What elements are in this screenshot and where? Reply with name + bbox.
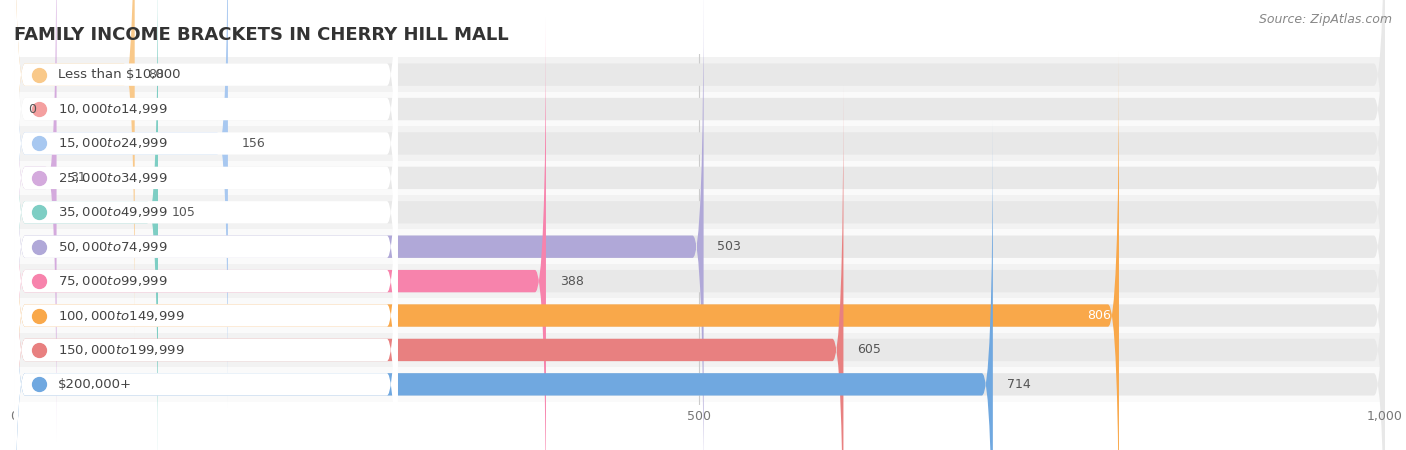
Text: $25,000 to $34,999: $25,000 to $34,999	[58, 171, 167, 185]
FancyBboxPatch shape	[14, 0, 1385, 450]
Text: $100,000 to $149,999: $100,000 to $149,999	[58, 309, 184, 323]
FancyBboxPatch shape	[14, 0, 398, 408]
Bar	[14, 367, 1385, 401]
FancyBboxPatch shape	[14, 0, 1385, 373]
Text: Source: ZipAtlas.com: Source: ZipAtlas.com	[1258, 14, 1392, 27]
Text: 806: 806	[1087, 309, 1111, 322]
Text: 714: 714	[1007, 378, 1031, 391]
Text: Less than $10,000: Less than $10,000	[58, 68, 180, 81]
Text: 31: 31	[70, 171, 86, 184]
Bar	[14, 298, 1385, 333]
Text: 0: 0	[28, 103, 35, 116]
Bar	[14, 161, 1385, 195]
Text: 105: 105	[172, 206, 195, 219]
Bar	[14, 333, 1385, 367]
Text: 605: 605	[858, 343, 882, 356]
FancyBboxPatch shape	[14, 51, 1119, 450]
Text: $50,000 to $74,999: $50,000 to $74,999	[58, 240, 167, 254]
Bar	[14, 92, 1385, 126]
FancyBboxPatch shape	[14, 0, 1385, 442]
FancyBboxPatch shape	[14, 0, 398, 339]
Text: $10,000 to $14,999: $10,000 to $14,999	[58, 102, 167, 116]
Bar	[14, 195, 1385, 230]
FancyBboxPatch shape	[14, 0, 703, 450]
FancyBboxPatch shape	[14, 0, 1385, 339]
FancyBboxPatch shape	[14, 86, 398, 450]
Bar	[14, 264, 1385, 298]
Bar	[14, 58, 1385, 92]
FancyBboxPatch shape	[14, 120, 1385, 450]
Text: 156: 156	[242, 137, 266, 150]
FancyBboxPatch shape	[14, 17, 398, 450]
FancyBboxPatch shape	[14, 86, 1385, 450]
FancyBboxPatch shape	[14, 0, 228, 408]
Text: $15,000 to $24,999: $15,000 to $24,999	[58, 136, 167, 150]
FancyBboxPatch shape	[14, 0, 398, 373]
Bar	[14, 126, 1385, 161]
Text: 88: 88	[149, 68, 165, 81]
Text: $150,000 to $199,999: $150,000 to $199,999	[58, 343, 184, 357]
Text: $75,000 to $99,999: $75,000 to $99,999	[58, 274, 167, 288]
FancyBboxPatch shape	[14, 120, 398, 450]
FancyBboxPatch shape	[14, 0, 157, 450]
Bar	[14, 230, 1385, 264]
Text: 388: 388	[560, 274, 583, 288]
Text: $35,000 to $49,999: $35,000 to $49,999	[58, 205, 167, 219]
Text: 503: 503	[717, 240, 741, 253]
FancyBboxPatch shape	[14, 0, 398, 442]
FancyBboxPatch shape	[14, 0, 135, 339]
FancyBboxPatch shape	[14, 51, 398, 450]
FancyBboxPatch shape	[14, 0, 1385, 450]
FancyBboxPatch shape	[14, 0, 1385, 408]
Text: $200,000+: $200,000+	[58, 378, 132, 391]
FancyBboxPatch shape	[14, 17, 1385, 450]
FancyBboxPatch shape	[14, 0, 56, 442]
FancyBboxPatch shape	[14, 51, 1385, 450]
FancyBboxPatch shape	[14, 0, 398, 450]
FancyBboxPatch shape	[14, 0, 398, 450]
FancyBboxPatch shape	[14, 86, 844, 450]
FancyBboxPatch shape	[14, 17, 546, 450]
FancyBboxPatch shape	[14, 120, 993, 450]
Text: FAMILY INCOME BRACKETS IN CHERRY HILL MALL: FAMILY INCOME BRACKETS IN CHERRY HILL MA…	[14, 26, 509, 44]
